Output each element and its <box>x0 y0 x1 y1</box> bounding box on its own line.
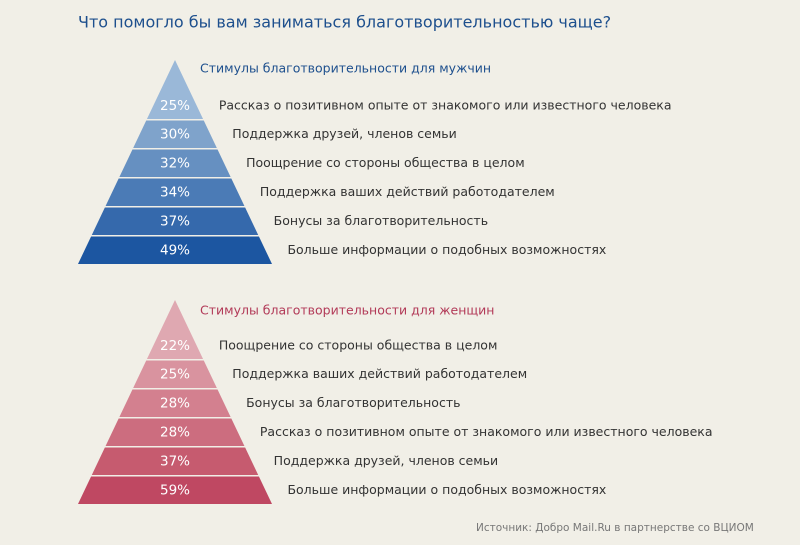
pyramid-band <box>133 120 217 148</box>
value-label: 28% <box>160 395 190 411</box>
value-label: 49% <box>160 242 190 258</box>
value-label: 25% <box>160 98 190 114</box>
category-label: Поддержка ваших действий работодателем <box>260 184 555 199</box>
pyramid-band <box>78 476 272 504</box>
category-label: Рассказ о позитивном опыте от знакомого … <box>219 98 672 113</box>
category-label: Поддержка друзей, членов семьи <box>232 126 457 141</box>
value-label: 28% <box>160 424 190 440</box>
pyramid-title: Стимулы благотворительности для мужчин <box>200 61 491 76</box>
pyramid-band <box>119 389 231 417</box>
value-label: 34% <box>160 184 190 200</box>
value-label: 22% <box>160 338 190 354</box>
category-label: Поощрение со стороны общества в целом <box>246 155 525 170</box>
pyramid-band <box>133 360 217 388</box>
pyramid-band <box>91 207 259 235</box>
category-label: Поощрение со стороны общества в целом <box>219 338 498 353</box>
main-title: Что помогло бы вам заниматься благотвори… <box>78 13 611 32</box>
value-label: 37% <box>160 213 190 229</box>
category-label: Поддержка ваших действий работодателем <box>232 366 527 381</box>
value-label: 32% <box>160 155 190 171</box>
pyramid-band <box>146 60 204 119</box>
category-label: Больше информации о подобных возможностя… <box>287 242 606 257</box>
category-label: Больше информации о подобных возможностя… <box>287 482 606 497</box>
value-label: 25% <box>160 366 190 382</box>
value-label: 37% <box>160 453 190 469</box>
pyramid-band <box>105 418 245 446</box>
pyramid-band <box>119 149 231 177</box>
category-label: Бонусы за благотворительность <box>274 213 488 228</box>
pyramid-band <box>105 178 245 206</box>
category-label: Рассказ о позитивном опыте от знакомого … <box>260 424 713 439</box>
pyramid-band <box>146 300 204 359</box>
pyramid-band <box>91 447 259 475</box>
category-label: Бонусы за благотворительность <box>246 395 460 410</box>
value-label: 59% <box>160 482 190 498</box>
source: Источник: Добро Mail.Ru в партнерстве со… <box>476 522 754 534</box>
pyramid-band <box>78 236 272 264</box>
category-label: Поддержка друзей, членов семьи <box>274 453 499 468</box>
pyramid-title: Стимулы благотворительности для женщин <box>200 303 494 318</box>
value-label: 30% <box>160 126 190 142</box>
